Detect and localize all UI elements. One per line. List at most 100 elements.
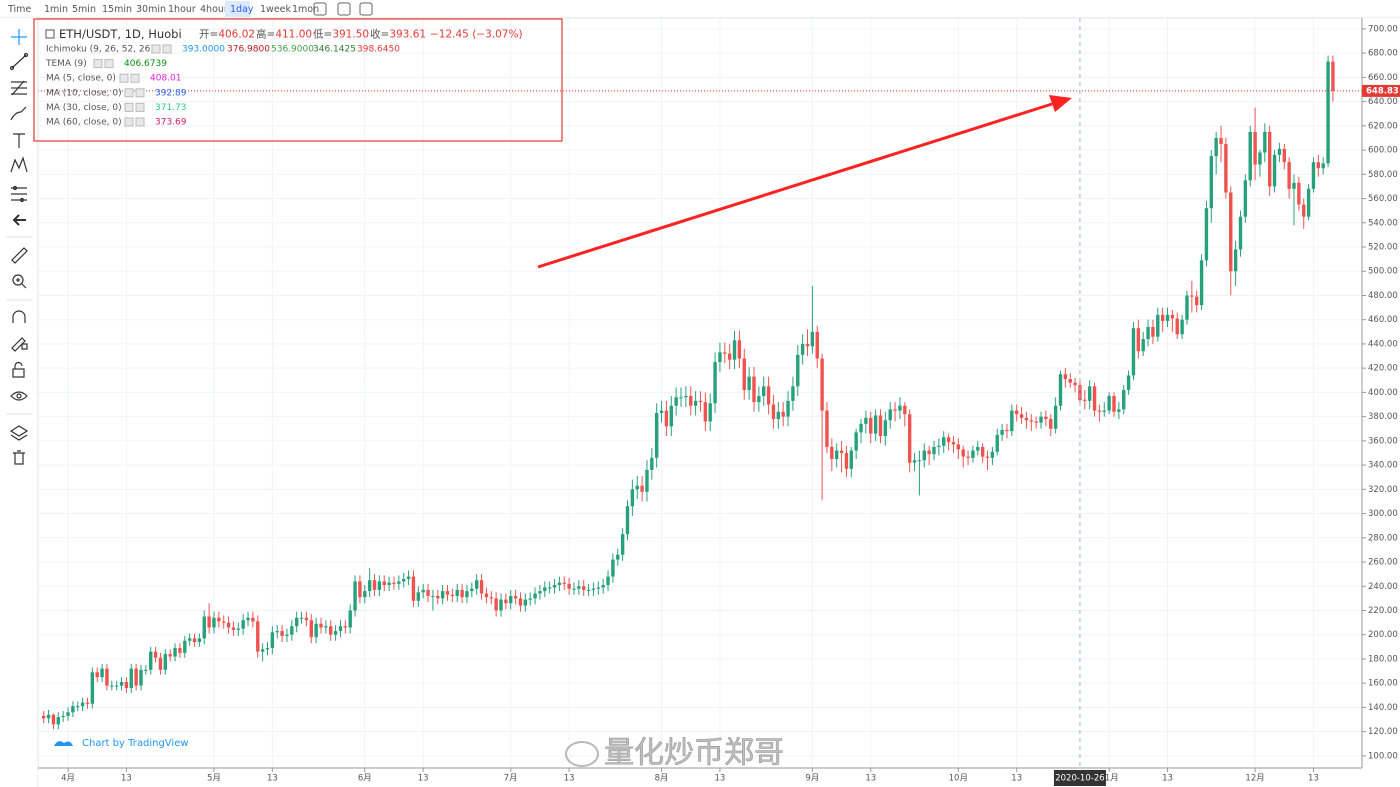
brand-text: Chart by TradingView	[82, 738, 189, 749]
drawing-tools	[6, 29, 32, 465]
brush-tool[interactable]	[10, 106, 27, 121]
candle-body	[1311, 162, 1316, 189]
candle-body	[518, 598, 523, 606]
highlight-box	[33, 18, 563, 142]
ohlc-label: 低=	[313, 28, 332, 41]
settings-icon[interactable]	[93, 59, 103, 69]
candle-body	[917, 460, 922, 462]
candle-body	[1331, 61, 1335, 91]
candle-body	[421, 589, 425, 593]
active-interval	[225, 1, 250, 17]
candle-body	[1146, 326, 1150, 340]
y-tick-label: 260.00	[1368, 558, 1398, 568]
indicator-value: 373.69	[155, 118, 187, 128]
candle-body	[256, 621, 260, 652]
candle-body	[620, 534, 625, 555]
pattern-tool[interactable]	[10, 156, 28, 173]
candle-body	[907, 414, 912, 463]
candle-body	[713, 362, 717, 404]
candle-body	[946, 437, 951, 443]
interval-button[interactable]: 15min	[102, 4, 132, 15]
candle-body	[319, 623, 323, 628]
candle-body	[1316, 162, 1321, 169]
interval-button[interactable]: 30min	[136, 4, 166, 15]
back-tool[interactable]	[12, 214, 26, 226]
y-tick-label: 140.00	[1368, 703, 1398, 713]
crosshair-tool[interactable]	[11, 29, 27, 45]
y-tick-label: 120.00	[1368, 727, 1398, 737]
remove-icon[interactable]	[130, 73, 140, 83]
screenshot-icon[interactable]	[359, 2, 373, 16]
candle-body	[494, 598, 498, 611]
candle-body	[76, 706, 80, 708]
interval-button[interactable]: 4hour	[200, 4, 228, 15]
ohlc-value: 406.02	[218, 29, 255, 41]
candle-body	[163, 654, 168, 670]
compare-icon[interactable]	[313, 2, 327, 16]
candle-body	[416, 592, 421, 601]
indicator-value: 346.1425	[313, 45, 356, 55]
layers-tool[interactable]	[9, 425, 29, 441]
candle-body	[1068, 379, 1072, 383]
candle-body	[577, 586, 581, 589]
indicators-icon[interactable]	[337, 2, 351, 16]
y-tick-label: 480.00	[1368, 291, 1398, 301]
candle-body	[552, 585, 557, 588]
candle-body	[363, 591, 367, 598]
candle-body	[1272, 154, 1277, 187]
candle-body	[839, 450, 844, 453]
settings-icon[interactable]	[124, 117, 134, 127]
candle-body	[771, 404, 776, 420]
candle-body	[630, 489, 635, 507]
candle-body	[596, 587, 601, 589]
interval-button[interactable]: 1day	[230, 4, 254, 15]
ruler-tool[interactable]	[11, 247, 28, 264]
delete-tool[interactable]	[13, 450, 25, 465]
candle-body	[635, 485, 639, 490]
stay-drawing-tool[interactable]	[11, 337, 28, 352]
candle-body	[1209, 156, 1213, 209]
interval-button[interactable]: 5min	[72, 4, 96, 15]
settings-icon[interactable]	[119, 73, 129, 83]
indicator-value: 376.9800	[227, 45, 270, 55]
remove-icon[interactable]	[135, 88, 145, 98]
candle-body	[888, 409, 892, 421]
interval-button[interactable]: 1mon	[292, 4, 319, 15]
fib-tool[interactable]	[11, 80, 27, 96]
candle-body	[616, 554, 620, 560]
remove-icon[interactable]	[162, 44, 172, 54]
interval-button[interactable]: 1hour	[168, 4, 196, 15]
settings-icon[interactable]	[124, 88, 134, 98]
candle-body	[119, 681, 124, 686]
x-tick-label: 13	[865, 774, 876, 784]
prediction-tool[interactable]	[11, 185, 27, 203]
candle-body	[51, 714, 56, 725]
visibility-tool[interactable]	[10, 391, 28, 401]
zoom-tool[interactable]	[12, 274, 27, 289]
remove-icon[interactable]	[135, 102, 145, 112]
candle-body	[572, 588, 576, 590]
settings-icon[interactable]	[124, 102, 134, 112]
candle-body	[684, 396, 688, 398]
remove-icon[interactable]	[104, 59, 114, 69]
candle-body	[830, 446, 834, 460]
interval-button[interactable]: Time	[7, 4, 31, 15]
interval-button[interactable]: 1week	[260, 4, 292, 15]
y-tick-label: 560.00	[1368, 194, 1398, 204]
y-tick-label: 220.00	[1368, 606, 1398, 616]
candle-body	[1233, 249, 1238, 272]
magnet-tool[interactable]	[12, 310, 26, 323]
candle-body	[1010, 410, 1014, 432]
candle-body	[1214, 137, 1218, 157]
lock-tool[interactable]	[12, 361, 25, 378]
candle-body	[873, 415, 878, 434]
candle-body	[1170, 314, 1175, 319]
candle-body	[966, 456, 970, 458]
settings-icon[interactable]	[151, 44, 161, 54]
trend-line-tool[interactable]	[9, 52, 29, 71]
remove-icon[interactable]	[135, 117, 145, 127]
candle-body	[66, 712, 70, 716]
text-tool[interactable]	[13, 133, 25, 148]
interval-button[interactable]: 1min	[44, 4, 68, 15]
candle-body	[1326, 61, 1330, 164]
